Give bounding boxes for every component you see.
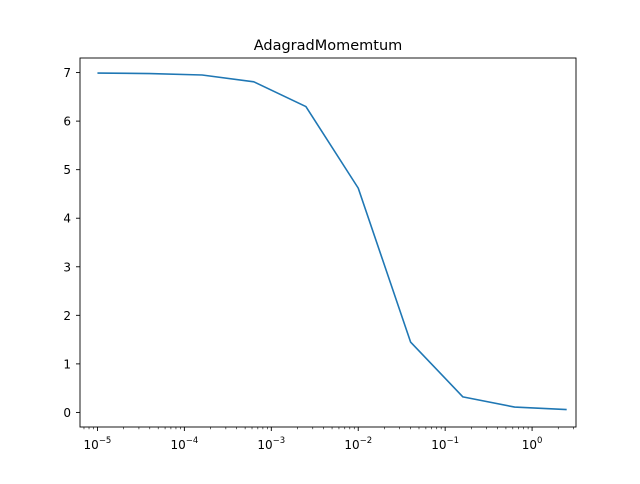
y-tick-label-3: 3 <box>63 260 71 274</box>
y-tick-label-1: 1 <box>63 357 71 371</box>
x-tick-label-2: 10−3 <box>257 436 285 452</box>
series-line-0 <box>97 72 567 411</box>
y-tick-label-4: 4 <box>63 212 71 226</box>
y-tick-label-2: 2 <box>63 309 71 323</box>
x-tick-label-1: 10−4 <box>170 436 198 452</box>
y-tick-label-7: 7 <box>63 66 71 80</box>
chart-title: AdagradMomemtum <box>254 38 403 54</box>
plot-frame <box>79 57 577 428</box>
y-tick-label-6: 6 <box>63 115 71 129</box>
x-tick-label-3: 10−2 <box>344 436 372 452</box>
y-tick-label-0: 0 <box>63 406 71 420</box>
y-tick-label-5: 5 <box>63 163 71 177</box>
x-tick-label-4: 10−1 <box>431 436 459 452</box>
x-tick-label-0: 10−5 <box>84 436 112 452</box>
x-tick-label-5: 100 <box>522 436 543 452</box>
